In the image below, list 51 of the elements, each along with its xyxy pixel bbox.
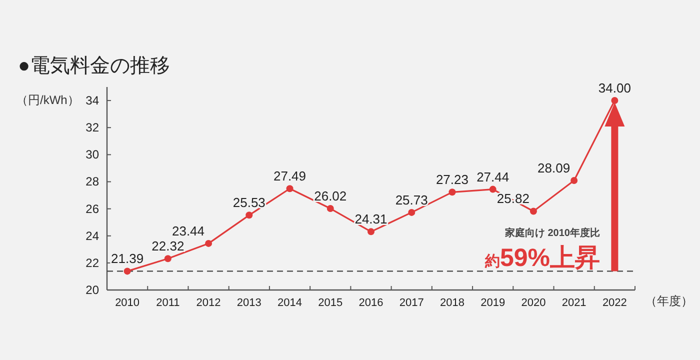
- point: [408, 208, 416, 216]
- text: 26.02: [314, 188, 347, 204]
- y-tick-label: 32: [86, 120, 100, 135]
- y-tick-label: 28: [86, 174, 100, 189]
- y-tick-label: 30: [86, 148, 100, 162]
- text: 23.44: [172, 223, 205, 238]
- point: [246, 212, 253, 219]
- text: 27.44: [476, 169, 510, 184]
- y-tick-label: 26: [86, 202, 100, 216]
- x-tick-label: 2014: [278, 297, 302, 309]
- x-tick-label: 2021: [562, 297, 586, 309]
- x-tick-label: 2011: [156, 297, 180, 309]
- text: 27.49: [273, 168, 306, 184]
- y-tick-label: 24: [86, 228, 100, 243]
- y-axis-title: （円/kWh）: [16, 93, 80, 107]
- x-axis-title: （年度）: [645, 294, 693, 308]
- text: 25.73: [395, 192, 428, 208]
- point: [286, 185, 294, 192]
- x-tick-label: 2010: [115, 297, 140, 309]
- x-tick-label: 2017: [399, 297, 424, 309]
- x-tick-label: 2016: [358, 297, 384, 309]
- point: [368, 228, 374, 236]
- y-tick-label: 22: [86, 256, 100, 270]
- point: [611, 97, 618, 104]
- x-tick-label: 2013: [236, 297, 262, 309]
- annotation: 家庭向け 2010年度比: [504, 227, 600, 239]
- chart-title: ●電気料金の推移: [18, 55, 170, 77]
- text: 22.32: [152, 238, 184, 254]
- x-tick-label: 2019: [480, 297, 506, 309]
- x-tick-label: 2020: [521, 297, 546, 309]
- point: [205, 240, 212, 247]
- text: 25.53: [232, 195, 266, 210]
- text: 27.23: [436, 172, 469, 188]
- point: [570, 177, 578, 184]
- y-tick-label: 20: [86, 283, 100, 297]
- point: [326, 205, 334, 212]
- point: [448, 188, 456, 196]
- y-tick-label: 34: [86, 94, 100, 108]
- text: 28.09: [538, 160, 570, 176]
- text: 21.39: [111, 251, 144, 266]
- text: 24.31: [354, 212, 388, 227]
- text: 34.00: [598, 80, 631, 96]
- point: [489, 186, 496, 193]
- x-tick-label: 2022: [602, 297, 627, 309]
- x-tick-label: 2018: [440, 297, 464, 309]
- point: [530, 208, 537, 215]
- point: [164, 255, 172, 262]
- x-tick-label: 2015: [318, 297, 343, 309]
- point: [124, 268, 131, 275]
- x-tick-label: 2012: [196, 297, 221, 309]
- annotation: 約59%上昇: [484, 244, 600, 272]
